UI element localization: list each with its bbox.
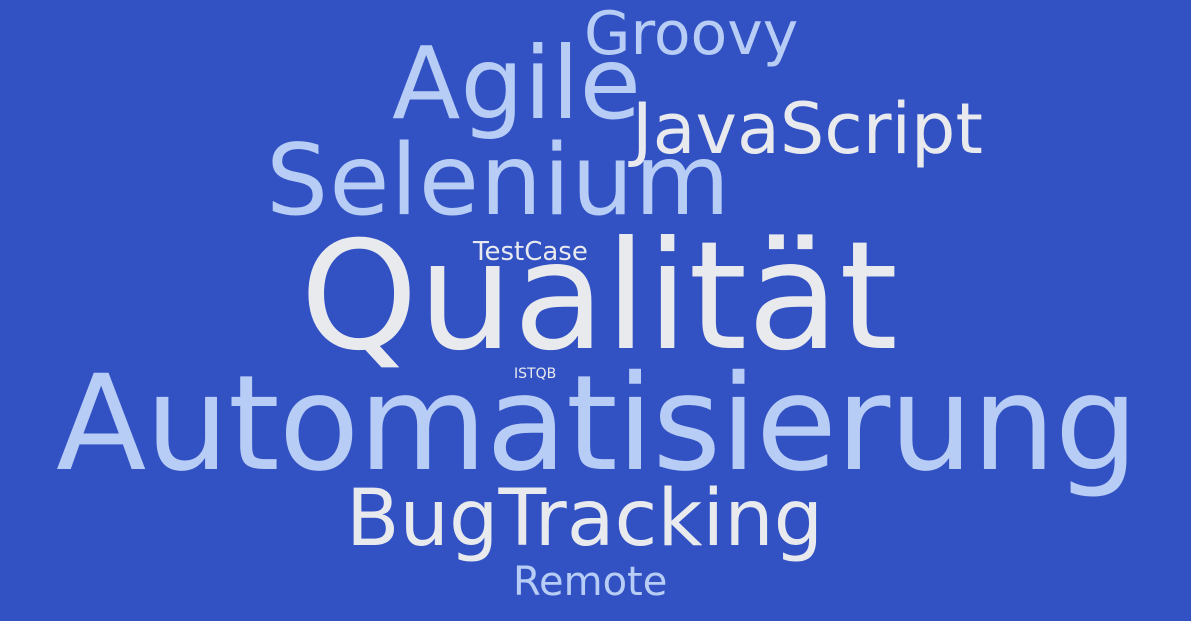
word-groovy: Groovy: [584, 0, 799, 69]
word-testcase: TestCase: [473, 237, 588, 267]
word-bugtracking: BugTracking: [346, 474, 824, 564]
word-qualitat: Qualität: [300, 210, 898, 384]
word-automatisierung: Automatisierung: [56, 347, 1138, 501]
word-istqb: ISTQB: [514, 366, 557, 382]
word-remote: Remote: [513, 559, 668, 605]
word-javascript: JavaScript: [632, 88, 983, 170]
word-selenium: Selenium: [266, 124, 731, 238]
word-agile: Agile: [392, 25, 641, 142]
